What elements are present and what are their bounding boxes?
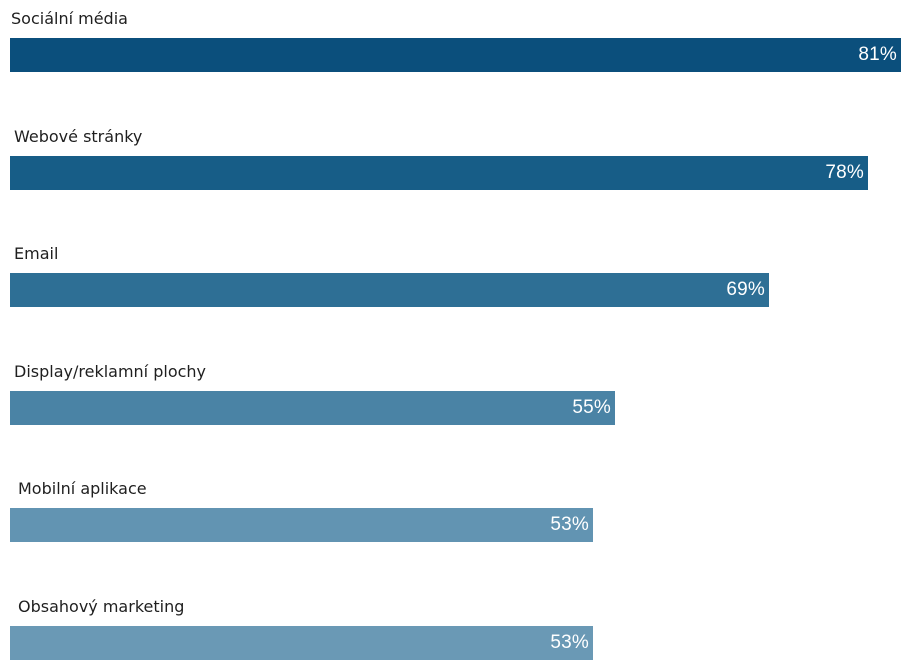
bar-value-label: 53% [550,514,589,535]
bar-value-label: 69% [726,279,765,300]
category-label: Display/reklamní plochy [14,361,207,381]
bar: 81% [10,38,901,72]
category-label: Email [14,244,59,263]
category-label: Obsahový marketing [18,596,185,616]
bar-value-label: 55% [572,396,611,418]
bar: 53% [10,625,593,660]
bar-value-label: 53% [550,631,589,653]
bar: 69% [10,273,769,307]
bar-value-label: 81% [858,44,897,65]
bar: 55% [10,390,615,425]
category-label: Sociální média [11,9,128,28]
bar: 53% [10,508,593,542]
category-label: Mobilní aplikace [18,479,147,498]
category-label: Webové stránky [14,126,143,146]
bar-value-label: 78% [825,161,864,183]
bar: 78% [10,155,868,190]
